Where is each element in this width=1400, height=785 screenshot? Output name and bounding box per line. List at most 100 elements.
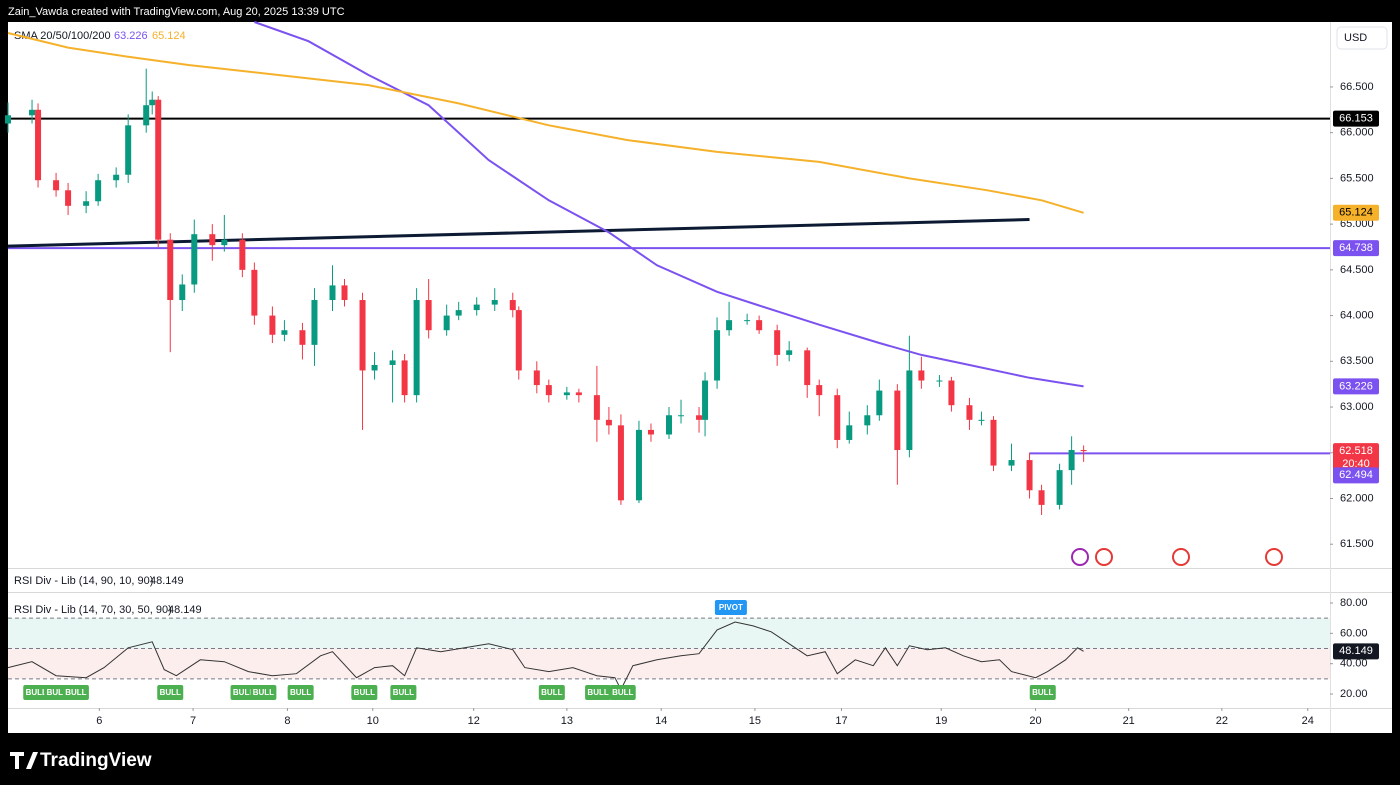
candle-body [756,320,763,331]
candle-body [167,239,174,301]
y-tick-label: 65.000 [1340,218,1374,230]
candle-body [155,99,162,240]
candle-body [125,125,132,175]
candle-body [635,429,642,501]
rsi-band [8,618,1330,649]
y-tick-label: 65.500 [1340,172,1374,184]
price-badge [1333,240,1379,257]
y-tick-label: 80.00 [1340,597,1368,609]
signal-label: BULL [587,688,608,697]
y-tick-label: 64.000 [1340,309,1374,321]
x-tick-label: 13 [561,715,573,727]
rsi-band [8,648,1330,679]
signal-box [585,685,612,700]
candle-body [966,405,973,420]
signal-label: BULL [253,688,274,697]
x-tick-label: 14 [655,715,667,727]
candle-body [948,380,955,406]
candle-body [113,174,120,181]
candle-body [251,269,258,316]
candle-body [894,390,901,451]
candle-body [425,300,432,331]
price-badge-label: 62.518 [1339,445,1373,457]
signal-label: BULL [393,688,414,697]
signal-label: BULL [233,688,254,697]
candle-body [95,180,102,202]
candle-body [978,419,985,421]
brand: TradingView [40,750,152,771]
price-badge-label: 64.738 [1339,242,1373,254]
signal-label: BULL [65,688,86,697]
candle-body [1068,450,1075,471]
signal-label: BULL [160,688,181,697]
price-badge-label: 63.226 [1339,380,1373,392]
candle-body [53,180,60,191]
price-badge [1333,443,1379,472]
signal-box [250,685,277,700]
signal-box [157,685,184,700]
candle-body [678,415,685,417]
x-tick-label: 19 [935,715,947,727]
rsi-title: RSI Div - Lib (14, 70, 30, 50, 90) [14,604,172,616]
candle-body [936,380,943,382]
event-icon[interactable] [1095,548,1113,566]
sma-line [254,21,1084,388]
price-badge [1333,643,1379,660]
candle-body [1026,460,1033,491]
signal-box [230,685,257,700]
signal-box [390,685,417,700]
candle-body [533,370,540,386]
x-tick-label: 8 [284,715,290,727]
x-tick-label: 15 [749,715,761,727]
x-tick-label: 20 [1029,715,1041,727]
candle-body [359,300,366,371]
y-tick-label: 66.000 [1340,127,1374,139]
price-badge-label: 66.153 [1339,113,1373,125]
candle-body [311,300,318,345]
signal-label: BULL [354,688,375,697]
currency-button[interactable] [1336,26,1388,50]
chart-area [8,22,1392,733]
signal-box [287,685,314,700]
x-tick-label: 17 [835,715,847,727]
candle-body [1080,450,1087,452]
candle-body [605,419,612,426]
candle-body [744,320,751,322]
candle-body [209,234,216,246]
candle-body [786,350,793,355]
price-badge-label: 62.494 [1339,469,1373,481]
candle-body [35,109,42,181]
price-badge [1333,110,1379,127]
candle-body [1056,470,1063,505]
y-tick-label: 63.000 [1340,401,1374,413]
candle-body [5,115,11,124]
candle-body [545,385,552,396]
y-tick-label: 40.00 [1340,658,1368,670]
price-badge [1333,204,1379,221]
signal-box [23,685,50,700]
event-icon[interactable] [1265,548,1283,566]
price-badge [1333,378,1379,395]
candle-body [269,315,276,335]
signal-label: BULL [26,688,47,697]
indicator-title: RSI Div - Lib (14, 90, 10, 90) [14,575,153,587]
signal-label: BULL [47,688,68,697]
candle-body [906,370,913,451]
rsi-line [7,621,1084,691]
currency[interactable]: USD [1344,32,1367,44]
y-tick-label: 66.500 [1340,81,1374,93]
candle-body [714,330,721,381]
event-icons [1071,548,1283,566]
price-badge-label: 65.124 [1339,207,1373,219]
rsi-legend-value: 48.149 [168,604,202,616]
signal-label: BULL [1032,688,1053,697]
header-text: Zain_Vawda created with TradingView.com,… [8,6,345,18]
candle-body [83,201,90,206]
x-tick-label: 12 [468,715,480,727]
legend-value: 65.124 [152,30,186,42]
event-icon[interactable] [1071,548,1089,566]
event-icon[interactable] [1172,548,1190,566]
candle-body [473,304,480,311]
candle-body [918,370,925,381]
y-tick-label: 60.00 [1340,627,1368,639]
